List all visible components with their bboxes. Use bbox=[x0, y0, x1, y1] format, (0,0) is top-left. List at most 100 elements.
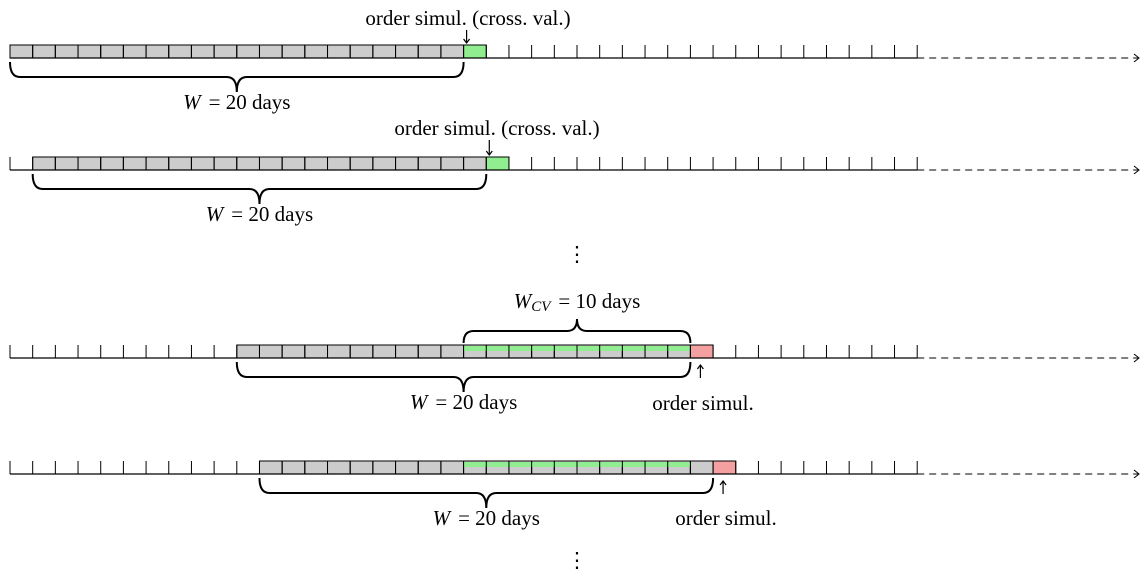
window-cell bbox=[349, 156, 374, 171]
label-text: = 20 days bbox=[435, 390, 517, 414]
window-label: W = 20 days bbox=[206, 202, 313, 226]
window-label: W = 20 days bbox=[433, 506, 540, 530]
symbol: W bbox=[410, 390, 430, 414]
window-cell bbox=[236, 156, 260, 171]
window-cell bbox=[145, 156, 170, 171]
window-cell bbox=[122, 44, 147, 59]
window-cell bbox=[168, 156, 192, 171]
symbol: W bbox=[433, 506, 453, 530]
window-cell bbox=[258, 344, 283, 359]
cv-label: WCV = 10 days bbox=[514, 289, 641, 316]
arrow-head bbox=[719, 480, 727, 486]
bottom-label: order simul. bbox=[675, 506, 776, 530]
future-head bbox=[1133, 353, 1140, 363]
window-cell bbox=[54, 156, 79, 171]
window-cell bbox=[145, 44, 170, 59]
arrow-head bbox=[485, 150, 493, 156]
window-cell bbox=[281, 344, 306, 359]
label-text: = 20 days bbox=[458, 506, 540, 530]
window-cell bbox=[689, 460, 714, 475]
window-cell bbox=[258, 460, 283, 475]
window-cell bbox=[32, 156, 56, 171]
window-label: W = 20 days bbox=[410, 390, 517, 414]
top-label: order simul. (cross. val.) bbox=[394, 116, 599, 140]
simul-cell bbox=[689, 344, 714, 359]
symbol: W bbox=[206, 202, 226, 226]
window-cell bbox=[372, 344, 397, 359]
window-cell bbox=[258, 156, 283, 171]
label-text: = 20 days bbox=[231, 202, 313, 226]
window-cell bbox=[54, 44, 79, 59]
window-cell bbox=[77, 156, 102, 171]
future-head bbox=[1133, 165, 1140, 175]
window-cell bbox=[372, 156, 397, 171]
window-cell bbox=[190, 44, 215, 59]
window-cell bbox=[168, 44, 192, 59]
window-cell bbox=[372, 44, 397, 59]
window-cell bbox=[417, 460, 442, 475]
window-cell bbox=[100, 44, 124, 59]
simul-cell bbox=[712, 460, 737, 475]
window-cell bbox=[417, 156, 442, 171]
cv-brace bbox=[462, 318, 692, 344]
window-cell bbox=[440, 156, 465, 171]
window-cell bbox=[213, 44, 238, 59]
window-cell bbox=[304, 344, 329, 359]
window-cell bbox=[327, 344, 351, 359]
window-cell bbox=[304, 156, 329, 171]
window-cell bbox=[440, 44, 465, 59]
window-cell bbox=[327, 460, 351, 475]
bottom-label: order simul. bbox=[652, 391, 753, 415]
window-cell bbox=[236, 344, 260, 359]
arrow-head bbox=[696, 364, 704, 370]
simul-cell bbox=[463, 44, 487, 59]
window-cell bbox=[281, 44, 306, 59]
window-cell bbox=[395, 44, 419, 59]
future-head bbox=[1133, 53, 1140, 63]
arrow-head bbox=[463, 38, 471, 44]
window-cell bbox=[349, 44, 374, 59]
window-cell bbox=[122, 156, 147, 171]
window-cell bbox=[440, 460, 465, 475]
window-cell bbox=[258, 44, 283, 59]
window-brace bbox=[258, 477, 715, 509]
window-cell bbox=[9, 44, 34, 59]
window-cell bbox=[463, 156, 487, 171]
symbol: W bbox=[514, 289, 534, 313]
window-cell bbox=[304, 460, 329, 475]
window-cell bbox=[417, 44, 442, 59]
window-cell bbox=[281, 460, 306, 475]
window-cell bbox=[349, 344, 374, 359]
ellipsis: ⋮ bbox=[567, 548, 588, 572]
window-cell bbox=[395, 156, 419, 171]
window-cell bbox=[372, 460, 397, 475]
label-text: = 10 days bbox=[558, 289, 640, 313]
top-label: order simul. (cross. val.) bbox=[365, 6, 570, 30]
ellipsis: ⋮ bbox=[567, 242, 588, 266]
window-cell bbox=[236, 44, 260, 59]
window-brace bbox=[31, 173, 488, 205]
symbol: W bbox=[183, 90, 203, 114]
window-brace bbox=[9, 61, 465, 93]
window-cell bbox=[32, 44, 56, 59]
window-cell bbox=[395, 344, 419, 359]
window-cell bbox=[417, 344, 442, 359]
label-text: = 20 days bbox=[209, 90, 291, 114]
future-head bbox=[1133, 469, 1140, 479]
window-label: W = 20 days bbox=[183, 90, 290, 114]
subscript: CV bbox=[531, 299, 552, 315]
window-cell bbox=[190, 156, 215, 171]
window-cell bbox=[281, 156, 306, 171]
window-cell bbox=[440, 344, 465, 359]
window-brace bbox=[235, 361, 692, 393]
simul-cell bbox=[485, 156, 510, 171]
window-cell bbox=[100, 156, 124, 171]
window-cell bbox=[304, 44, 329, 59]
window-cell bbox=[395, 460, 419, 475]
window-cell bbox=[327, 44, 351, 59]
window-cell bbox=[213, 156, 238, 171]
window-cell bbox=[77, 44, 102, 59]
window-cell bbox=[327, 156, 351, 171]
window-cell bbox=[349, 460, 374, 475]
